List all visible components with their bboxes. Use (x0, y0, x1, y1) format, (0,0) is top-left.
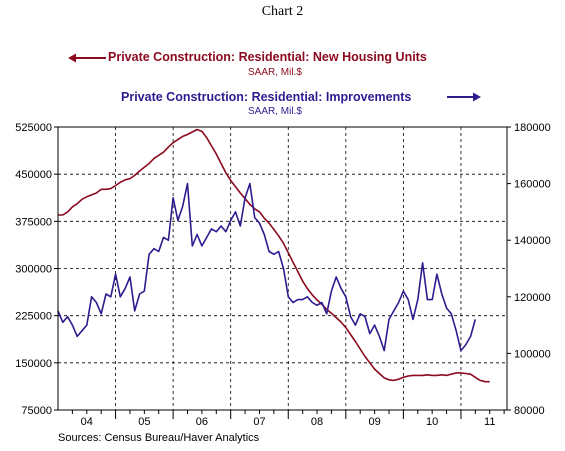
legend-residential-label: Private Construction: Residential: New H… (108, 50, 427, 64)
x-tick-label: 07 (253, 416, 265, 428)
left-tick-label: 450000 (15, 169, 52, 181)
right-tick-label: 80000 (514, 405, 545, 417)
series-layer (57, 128, 490, 383)
legend-improvements-label: Private Construction: Residential: Impro… (121, 90, 412, 104)
right-tick-label: 140000 (514, 235, 551, 247)
left-tick-label: 225000 (15, 311, 52, 323)
left-tick-label: 375000 (15, 216, 52, 228)
series-line-improvements (57, 182, 477, 352)
left-tick-label: 300000 (15, 264, 52, 276)
x-tick-label: 04 (81, 416, 93, 428)
left-tick-label: 75000 (21, 405, 52, 417)
axes: 75000 150000 225000 300000 375000 450000 52500… (15, 122, 550, 428)
legend-arrow-left-icon (68, 53, 106, 63)
x-tick-label: 06 (196, 416, 208, 428)
legend-improvements-units: SAAR, Mil.$ (248, 106, 302, 117)
legend-residential-units: SAAR, Mil.$ (248, 67, 302, 78)
right-tick-label: 120000 (514, 292, 551, 304)
chart-title: Chart 2 (261, 4, 304, 19)
x-tick-label: 09 (368, 416, 380, 428)
left-tick-label: 525000 (15, 122, 52, 134)
right-tick-label: 100000 (514, 348, 551, 360)
legend-arrow-right-icon (447, 92, 481, 102)
x-tick-label: 05 (138, 416, 150, 428)
x-tick-label: 11 (484, 416, 495, 428)
grid-lines (58, 127, 507, 410)
x-tick-label: 10 (426, 416, 438, 428)
series-line-new-housing-units (58, 128, 490, 383)
x-tick-label: 08 (311, 416, 323, 428)
left-tick-label: 150000 (15, 358, 52, 370)
right-tick-label: 180000 (514, 122, 551, 134)
right-tick-label: 160000 (514, 179, 551, 191)
source-note: Sources: Census Bureau/Haver Analytics (58, 432, 260, 444)
